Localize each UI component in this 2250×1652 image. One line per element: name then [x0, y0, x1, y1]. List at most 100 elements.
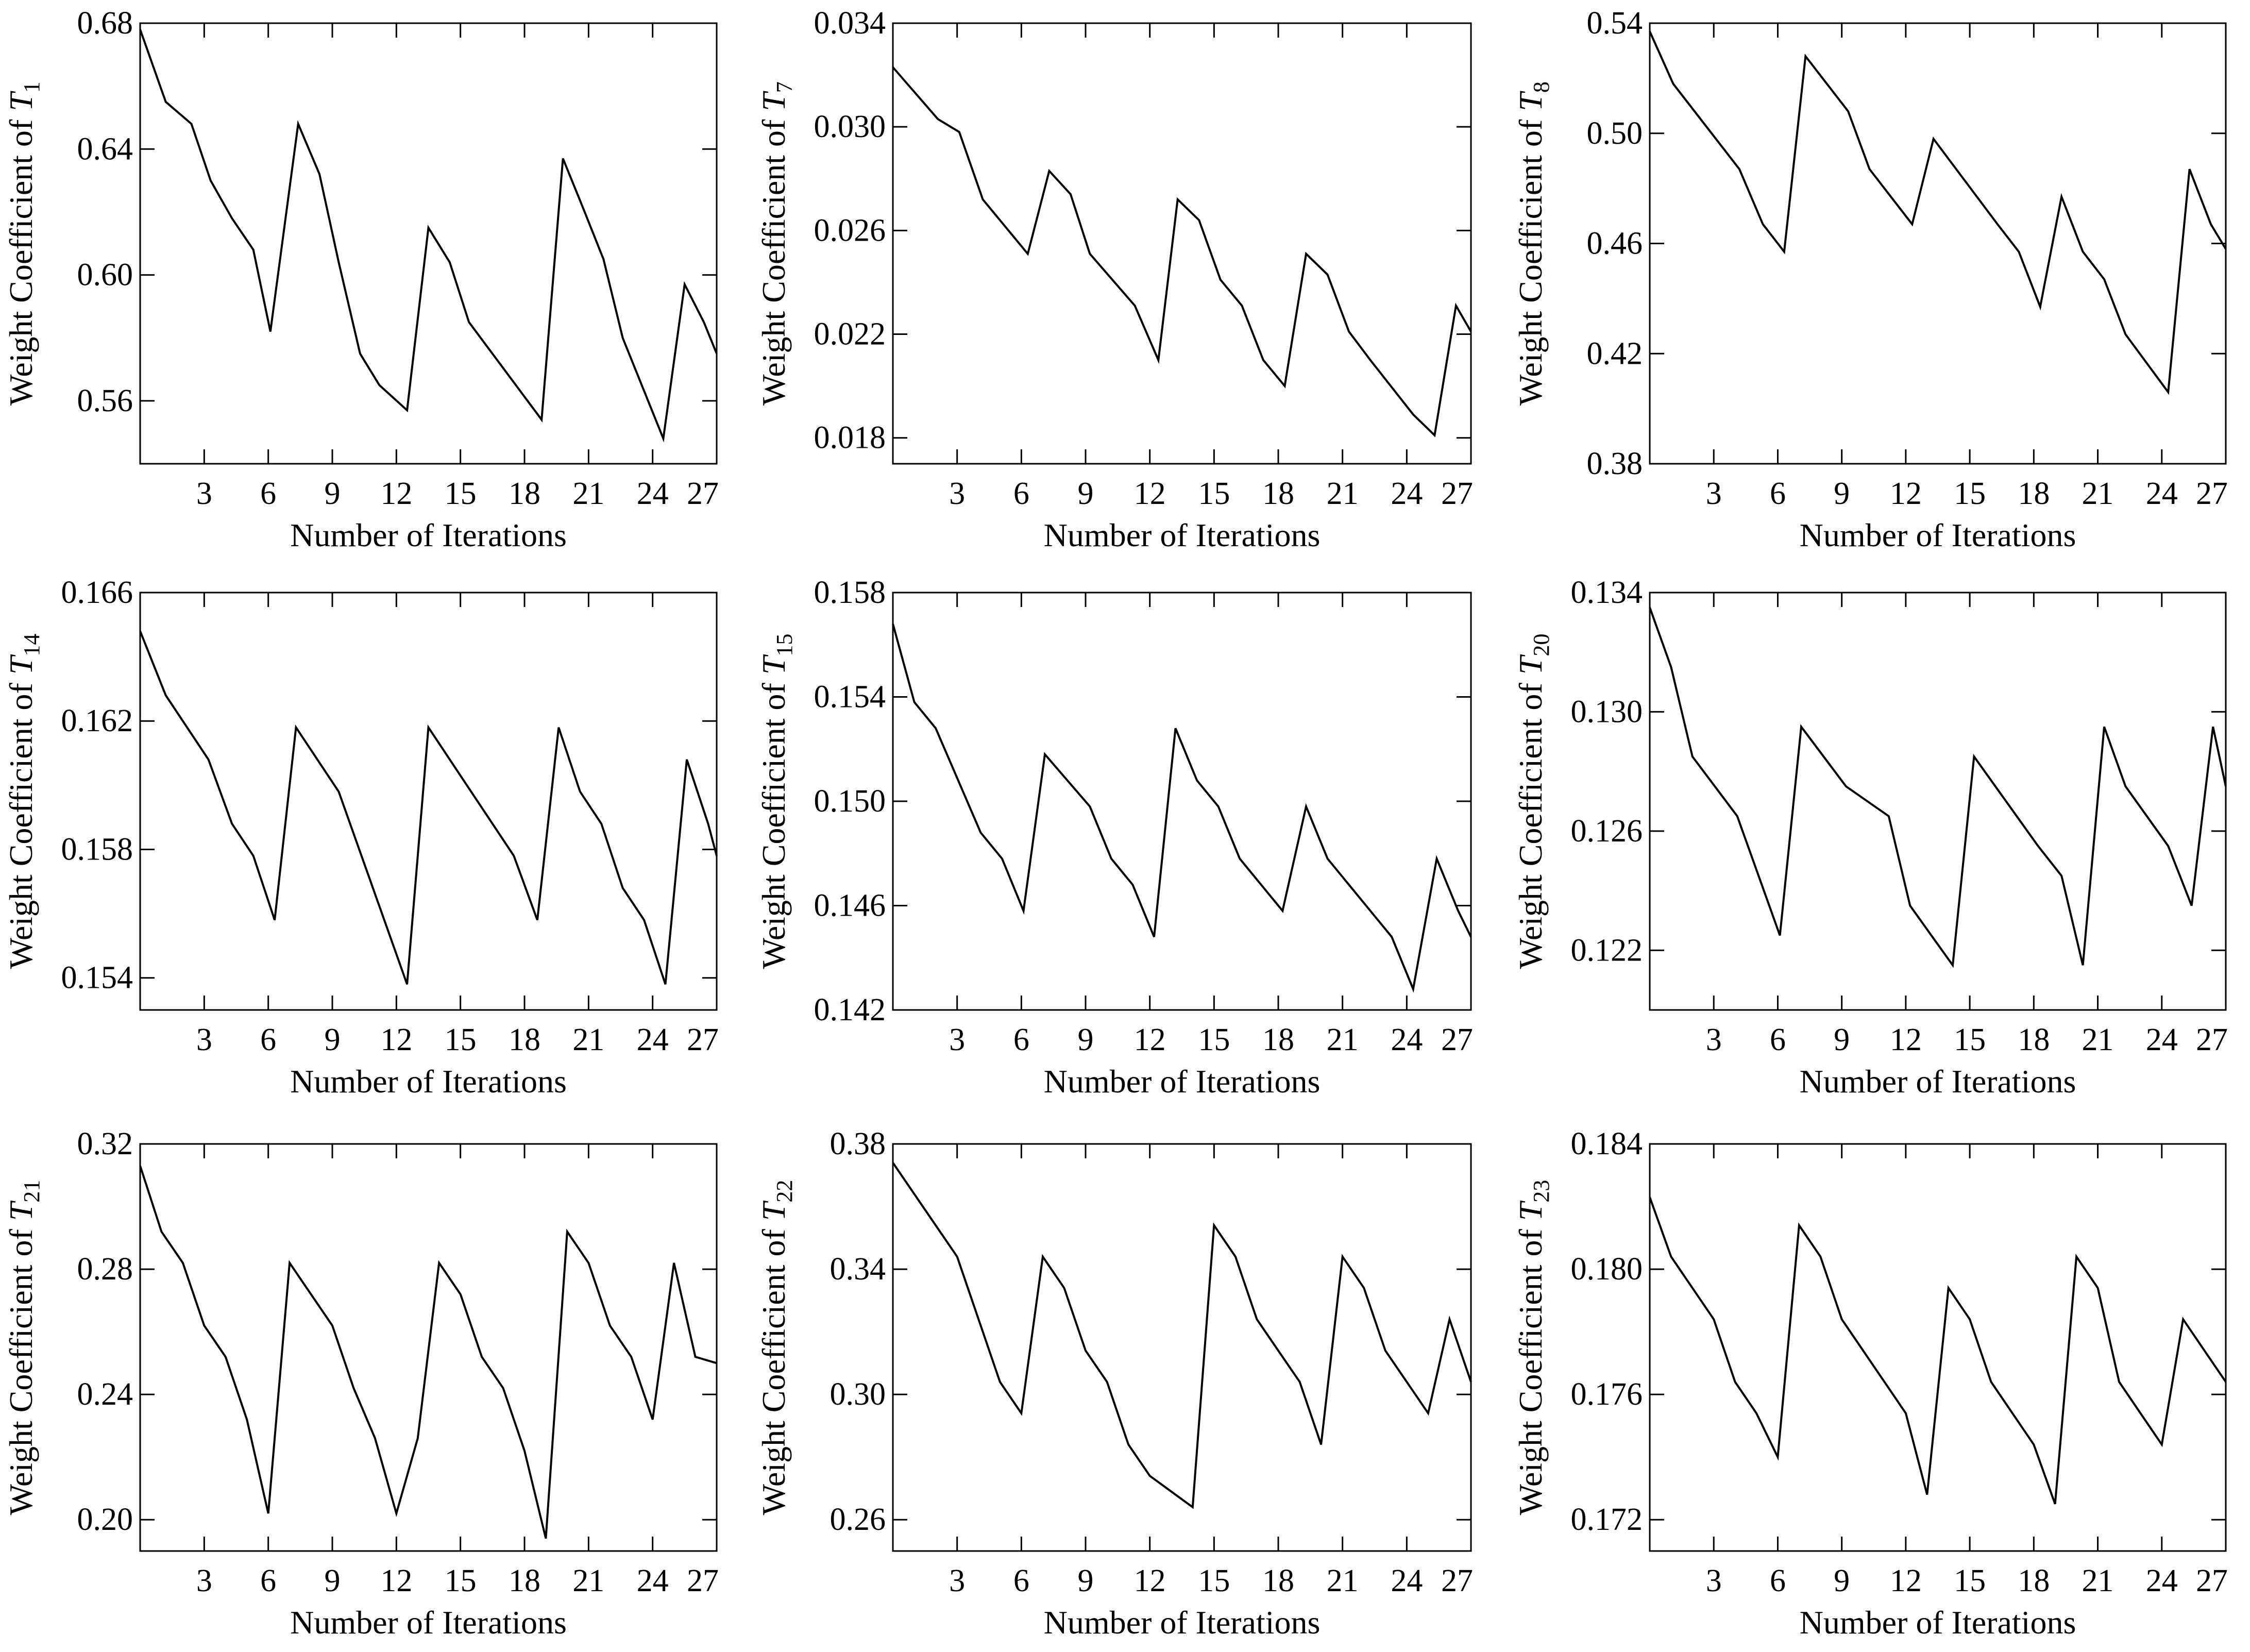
y-axis-title: Weight Coefficient of T8 [1512, 81, 1554, 406]
y-tick-label: 0.50 [1587, 116, 1643, 151]
x-tick-label: 18 [1262, 1563, 1294, 1598]
x-axis-title: Number of Iterations [290, 1063, 567, 1100]
x-tick-label: 27 [1441, 476, 1473, 511]
x-tick-label: 21 [2082, 1022, 2114, 1057]
x-tick-label: 27 [687, 1022, 719, 1057]
x-tick-label: 24 [1391, 1563, 1423, 1598]
y-axis-title: Weight Coefficient of T23 [1512, 1180, 1554, 1515]
x-tick-label: 15 [1954, 476, 1986, 511]
x-tick-label: 3 [949, 1563, 965, 1598]
y-axis-title: Weight Coefficient of T20 [1512, 634, 1554, 969]
x-tick-label: 15 [1954, 1022, 1986, 1057]
y-axis-title-text: Weight Coefficient of [1512, 111, 1549, 406]
x-tick-label: 24 [637, 476, 669, 511]
subplot-T8: 3 6 9 12 15 18 21 24 27 0.38 0.42 0.46 0.50 0.54 Numbe… [1512, 6, 2228, 553]
y-axis-title-variable: T [755, 1200, 792, 1221]
x-tick-label: 9 [325, 476, 341, 511]
y-tick-label: 0.38 [830, 1126, 886, 1161]
x-tick-label: 3 [1706, 1022, 1722, 1057]
x-tick-label: 9 [325, 1563, 341, 1598]
y-tick-label: 0.24 [77, 1377, 133, 1412]
y-axis-title-text: Weight Coefficient of [1512, 1221, 1549, 1515]
x-tick-label: 18 [2018, 1563, 2050, 1598]
x-tick-label: 24 [2146, 1022, 2178, 1057]
y-tick-label: 0.64 [77, 131, 133, 166]
y-tick-label: 0.154 [61, 960, 133, 996]
x-tick-label: 24 [637, 1022, 669, 1057]
x-tick-label: 9 [1834, 1563, 1850, 1598]
x-tick-label: 6 [1770, 476, 1786, 511]
y-tick-label: 0.158 [814, 575, 886, 610]
series-line-T20 [1649, 607, 2227, 968]
x-tick-label: 21 [572, 476, 604, 511]
x-tick-label: 6 [1770, 1022, 1786, 1057]
x-tick-label: 12 [1134, 1022, 1166, 1057]
x-tick-label: 3 [196, 1563, 212, 1598]
y-tick-label: 0.154 [814, 680, 886, 715]
x-tick-label: 27 [2196, 1022, 2228, 1057]
plot-frame [1649, 1143, 2227, 1552]
x-tick-label: 18 [2018, 1022, 2050, 1057]
y-axis-title-text: Weight Coefficient of [755, 111, 792, 406]
y-tick-label: 0.018 [814, 420, 886, 456]
x-axis-title: Number of Iterations [1800, 1063, 2076, 1100]
x-tick-label: 15 [1198, 1022, 1230, 1057]
x-tick-label: 21 [2082, 1563, 2114, 1598]
y-tick-label: 0.34 [830, 1252, 886, 1287]
y-tick-label: 0.142 [814, 992, 886, 1027]
x-tick-label: 12 [1890, 476, 1922, 511]
y-axis-title: Weight Coefficient of T14 [3, 634, 44, 969]
x-tick-label: 15 [1954, 1563, 1986, 1598]
x-tick-label: 9 [325, 1022, 341, 1057]
x-tick-label: 27 [1441, 1563, 1473, 1598]
x-tick-label: 18 [509, 1563, 540, 1598]
series-line-T8 [1649, 31, 2227, 395]
x-tick-label: 12 [380, 476, 412, 511]
x-tick-label: 3 [1706, 1563, 1722, 1598]
y-axis-title-subscript: 21 [19, 1180, 44, 1203]
x-tick-label: 6 [260, 1022, 276, 1057]
y-tick-label: 0.034 [814, 6, 886, 41]
subplot-T7: 3 6 9 12 15 18 21 24 27 0.018 0.022 0.026 0.030 0.034… [755, 6, 1473, 553]
x-tick-label: 15 [445, 1563, 477, 1598]
y-axis-title-text: Weight Coefficient of [3, 1221, 39, 1515]
x-tick-label: 27 [687, 476, 719, 511]
y-tick-label: 0.158 [61, 832, 133, 867]
y-axis-title-text: Weight Coefficient of [3, 111, 39, 406]
y-tick-label: 0.122 [1571, 933, 1643, 968]
x-tick-label: 3 [949, 1022, 965, 1057]
x-tick-label: 12 [1890, 1563, 1922, 1598]
x-tick-label: 9 [1834, 476, 1850, 511]
y-tick-label: 0.42 [1587, 336, 1643, 371]
subplot-T23: 3 6 9 12 15 18 21 24 27 0.172 0.176 0.180 0.184 Numbe… [1512, 1126, 2228, 1641]
y-tick-label: 0.022 [814, 317, 886, 352]
y-axis-title-text: Weight Coefficient of [755, 675, 792, 969]
y-axis-title-variable: T [3, 654, 39, 675]
x-tick-label: 18 [509, 1022, 540, 1057]
y-tick-label: 0.20 [77, 1502, 133, 1537]
y-axis-title: Weight Coefficient of T1 [3, 81, 44, 406]
series-line-T23 [1649, 1196, 2227, 1505]
x-tick-label: 3 [196, 476, 212, 511]
series-line-T22 [892, 1162, 1472, 1509]
y-axis-title: Weight Coefficient of T22 [755, 1180, 797, 1515]
x-tick-label: 27 [2196, 1563, 2228, 1598]
y-axis-title-variable: T [3, 1200, 39, 1221]
y-tick-label: 0.68 [77, 6, 133, 41]
x-tick-label: 12 [1134, 476, 1166, 511]
series-line-T7 [892, 66, 1472, 437]
x-axis-title: Number of Iterations [1800, 1604, 2076, 1641]
y-tick-label: 0.176 [1571, 1377, 1643, 1412]
series-line-T15 [892, 623, 1472, 993]
plot-frame [892, 1143, 1472, 1552]
x-tick-label: 18 [1262, 1022, 1294, 1057]
series-line-T21 [139, 1165, 717, 1539]
x-tick-label: 21 [572, 1022, 604, 1057]
y-tick-label: 0.130 [1571, 694, 1643, 729]
y-axis-title-variable: T [1512, 654, 1549, 675]
y-axis-title-subscript: 23 [1529, 1180, 1554, 1203]
x-tick-label: 21 [1327, 1022, 1359, 1057]
x-tick-label: 21 [572, 1563, 604, 1598]
